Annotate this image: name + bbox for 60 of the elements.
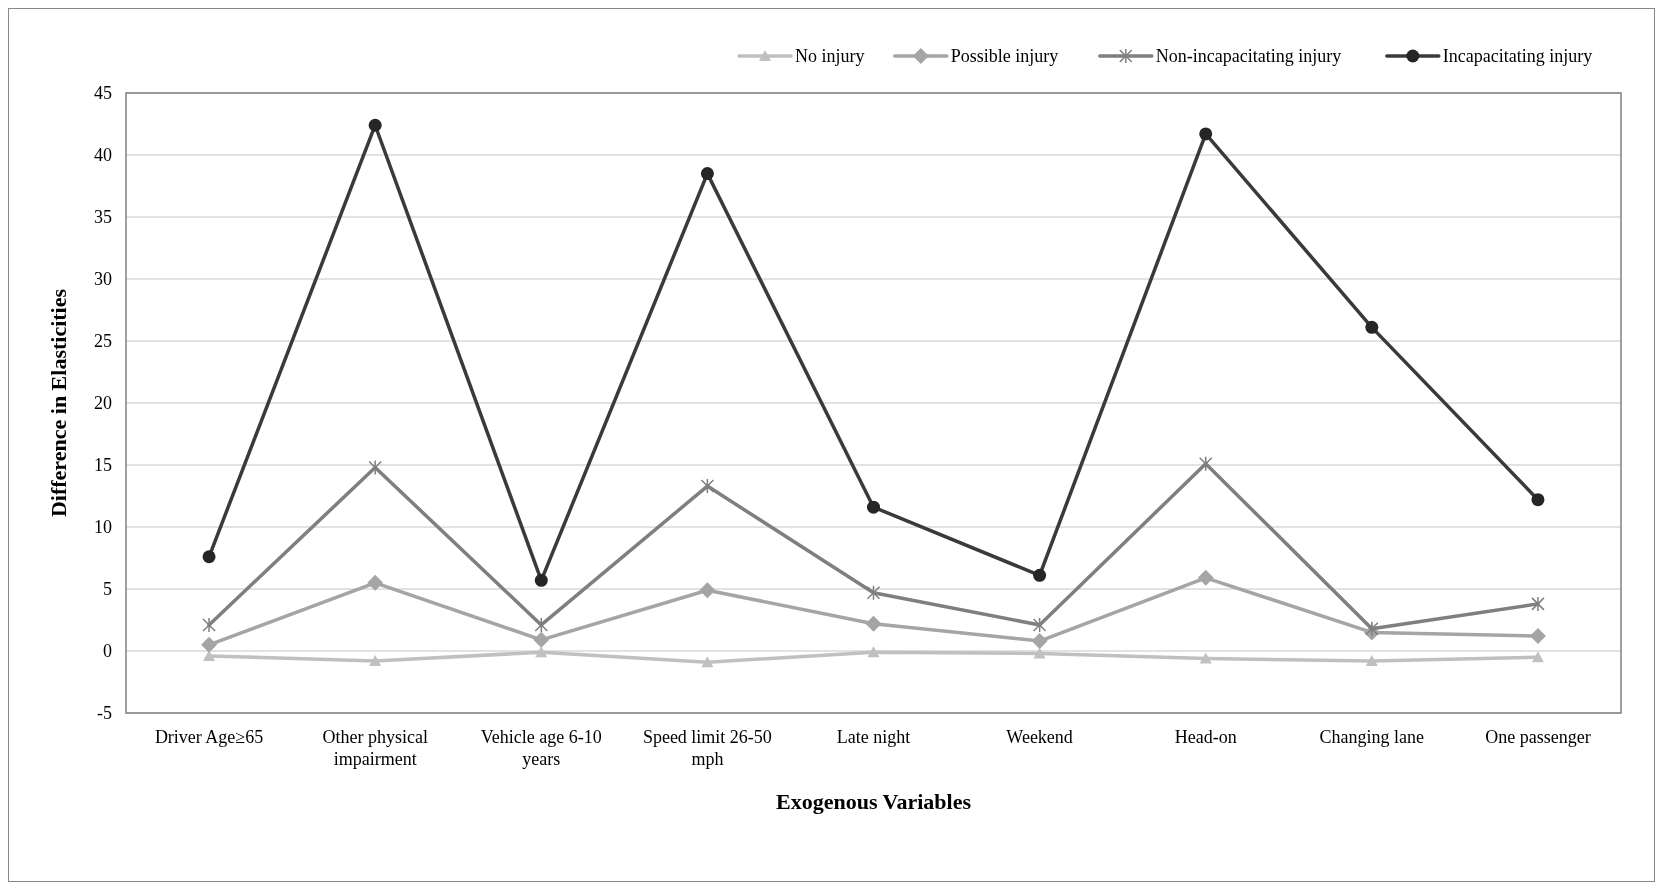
- point: [1199, 652, 1212, 664]
- point: [1199, 127, 1213, 141]
- y-tick-label: 40: [94, 145, 112, 165]
- point: [1531, 651, 1544, 663]
- x-tick-label: Changing lane: [1319, 727, 1425, 747]
- x-tick-label: Vehicle age 6-10 years: [480, 727, 602, 769]
- point: [700, 478, 715, 494]
- x-tick-label: Weekend: [1006, 727, 1073, 747]
- point: [535, 646, 548, 658]
- y-tick-label: -5: [97, 703, 112, 723]
- point: [202, 617, 216, 633]
- point: [533, 631, 550, 648]
- point: [369, 654, 382, 666]
- y-tick-label: 15: [94, 455, 112, 475]
- point: [865, 615, 882, 632]
- point: [1033, 568, 1047, 582]
- point: [202, 550, 216, 564]
- x-tick-label: Head-on: [1174, 727, 1237, 747]
- point: [1198, 456, 1213, 472]
- point: [368, 459, 382, 476]
- point: [201, 636, 218, 653]
- point: [1529, 628, 1546, 645]
- y-tick-label: 10: [94, 517, 112, 537]
- legend-label: Incapacitating injury: [1442, 46, 1593, 66]
- x-tick-label: One passenger: [1485, 727, 1591, 747]
- y-tick-label: 45: [94, 83, 112, 103]
- point: [534, 573, 548, 587]
- point: [1365, 654, 1378, 666]
- point: [1531, 596, 1545, 612]
- point: [867, 500, 880, 514]
- legend-label: No injury: [795, 46, 865, 66]
- point: [1031, 633, 1048, 650]
- x-axis-title: Exogenous Variables: [776, 789, 972, 814]
- point: [368, 118, 382, 132]
- point: [1032, 617, 1047, 633]
- point: [1033, 647, 1046, 659]
- point: [1531, 493, 1545, 507]
- y-tick-label: 35: [94, 207, 112, 227]
- point: [700, 167, 714, 181]
- y-tick-label: 20: [94, 393, 112, 413]
- legend-label: Possible injury: [950, 46, 1059, 66]
- point: [367, 574, 384, 591]
- y-axis-title: Difference in Elasticities: [46, 288, 71, 518]
- point: [534, 617, 549, 633]
- x-tick-label: Other physical impairment: [322, 727, 428, 769]
- point: [1197, 569, 1214, 586]
- point: [867, 646, 880, 658]
- point: [1365, 320, 1379, 334]
- point: [866, 584, 881, 601]
- point: [701, 656, 714, 668]
- y-tick-label: 5: [103, 579, 112, 599]
- y-tick-label: 25: [94, 331, 112, 351]
- x-tick-label: Late night: [836, 727, 911, 747]
- y-tick-label: 0: [103, 641, 112, 661]
- legend-label: Non-incapacitating injury: [1155, 46, 1342, 66]
- point: [1365, 620, 1379, 637]
- x-tick-label: Driver Age≥65: [154, 727, 264, 747]
- point: [699, 582, 716, 599]
- y-tick-label: 30: [94, 269, 112, 289]
- x-tick-label: Speed limit 26-50 mph: [642, 727, 772, 769]
